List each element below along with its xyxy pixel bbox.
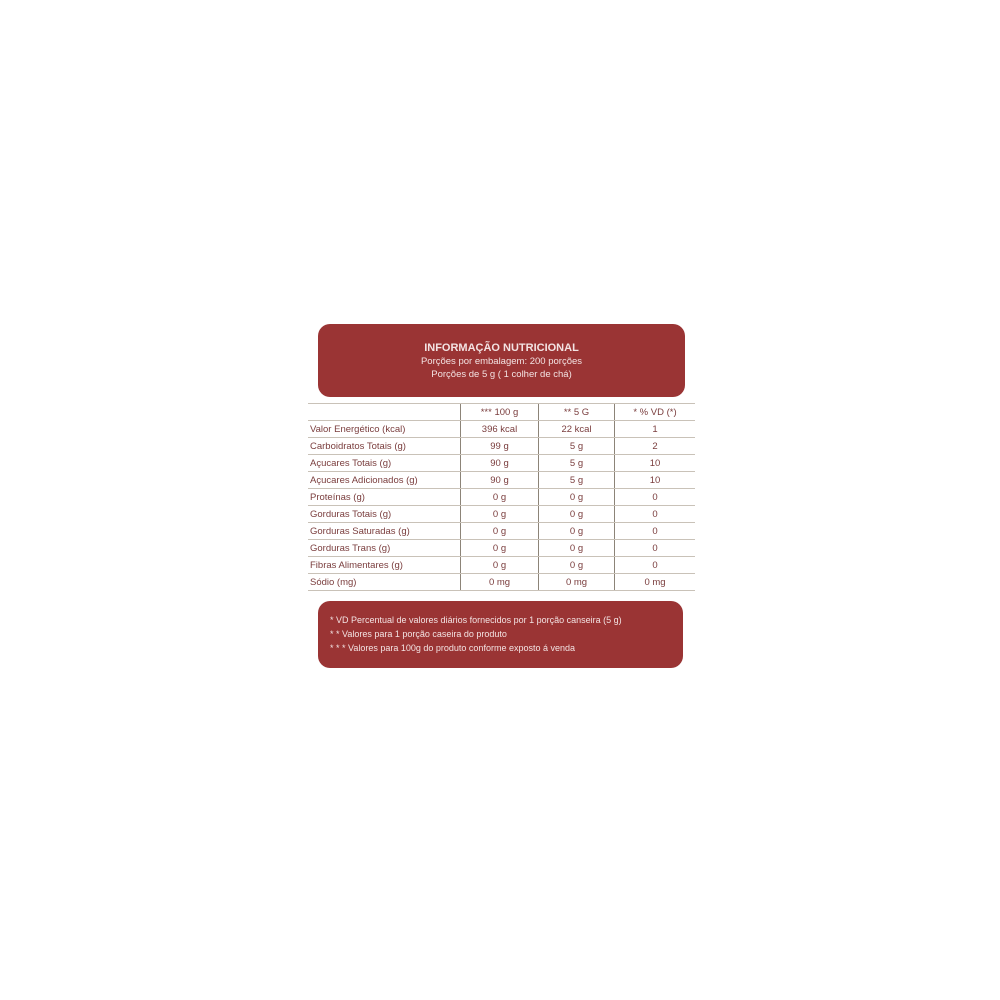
nutrient-value: 0 g <box>460 488 539 506</box>
footnote: * * Valores para 1 porção caseira do pro… <box>330 629 507 639</box>
nutrient-value: 22 kcal <box>538 420 615 438</box>
nutrient-name: Carboidratos Totais (g) <box>308 437 461 455</box>
nutrient-value: 396 kcal <box>460 420 539 438</box>
nutrient-value: 0 g <box>538 488 615 506</box>
nutrient-value: 0 <box>614 505 695 523</box>
table-row: Sódio (mg) 0 mg 0 mg 0 mg <box>308 573 695 591</box>
nutrient-value: 5 g <box>538 437 615 455</box>
nutrient-value: 0 <box>614 522 695 540</box>
nutrient-name <box>308 403 461 421</box>
header-banner: INFORMAÇÃO NUTRICIONAL Porções por embal… <box>318 324 685 397</box>
nutrient-value: 10 <box>614 454 695 472</box>
nutrient-name: Valor Energético (kcal) <box>308 420 461 438</box>
nutrient-value: 0 mg <box>614 573 695 591</box>
nutrient-value: 0 g <box>460 556 539 574</box>
footnote: * VD Percentual de valores diários forne… <box>330 615 622 625</box>
servings-per-package: Porções por embalagem: 200 porções <box>420 356 583 367</box>
nutrient-value: 0 g <box>460 522 539 540</box>
nutrient-value: 2 <box>614 437 695 455</box>
nutrition-table: *** 100 g ** 5 G * % VD (*) Valor Energétic… <box>308 403 695 591</box>
footnotes-banner: * VD Percentual de valores diários forne… <box>318 601 683 668</box>
nutrient-value: 0 <box>614 488 695 506</box>
nutrient-value: *** 100 g <box>460 403 539 421</box>
nutrient-value: * % VD (*) <box>614 403 695 421</box>
nutrient-value: 0 g <box>538 556 615 574</box>
table-row: Valor Energético (kcal) 396 kcal 22 kcal 1 <box>308 420 695 438</box>
nutrient-value: 0 <box>614 539 695 557</box>
nutrient-value: 90 g <box>460 471 539 489</box>
nutrient-value: 5 g <box>538 454 615 472</box>
nutrient-name: Sódio (mg) <box>308 573 461 591</box>
nutrient-name: Açucares Adicionados (g) <box>308 471 461 489</box>
nutrient-value: 0 mg <box>538 573 615 591</box>
serving-size: Porções de 5 g ( 1 colher de chá) <box>431 369 572 380</box>
nutrient-name: Proteínas (g) <box>308 488 461 506</box>
nutrient-value: 0 mg <box>460 573 539 591</box>
nutrient-value: 0 <box>614 556 695 574</box>
nutrient-name: Gorduras Totais (g) <box>308 505 461 523</box>
nutrient-value: 5 g <box>538 471 615 489</box>
nutrient-value: 99 g <box>460 437 539 455</box>
label-title: INFORMAÇÃO NUTRICIONAL <box>424 342 579 354</box>
nutrient-name: Gorduras Saturadas (g) <box>308 522 461 540</box>
nutrient-value: 0 g <box>460 505 539 523</box>
nutrient-value: 90 g <box>460 454 539 472</box>
nutrient-name: Açucares Totais (g) <box>308 454 461 472</box>
nutrient-value: 0 g <box>538 522 615 540</box>
footnote: * * * Valores para 100g do produto confo… <box>330 643 575 653</box>
nutrient-name: Gorduras Trans (g) <box>308 539 461 557</box>
nutrient-name: Fibras Alimentares (g) <box>308 556 461 574</box>
nutrient-value: 10 <box>614 471 695 489</box>
nutrient-value: 1 <box>614 420 695 438</box>
nutrient-value: 0 g <box>538 539 615 557</box>
nutrient-value: 0 g <box>538 505 615 523</box>
table-header: *** 100 g ** 5 G * % VD (*) <box>308 403 695 421</box>
nutrient-value: 0 g <box>460 539 539 557</box>
nutrient-value: ** 5 G <box>538 403 615 421</box>
